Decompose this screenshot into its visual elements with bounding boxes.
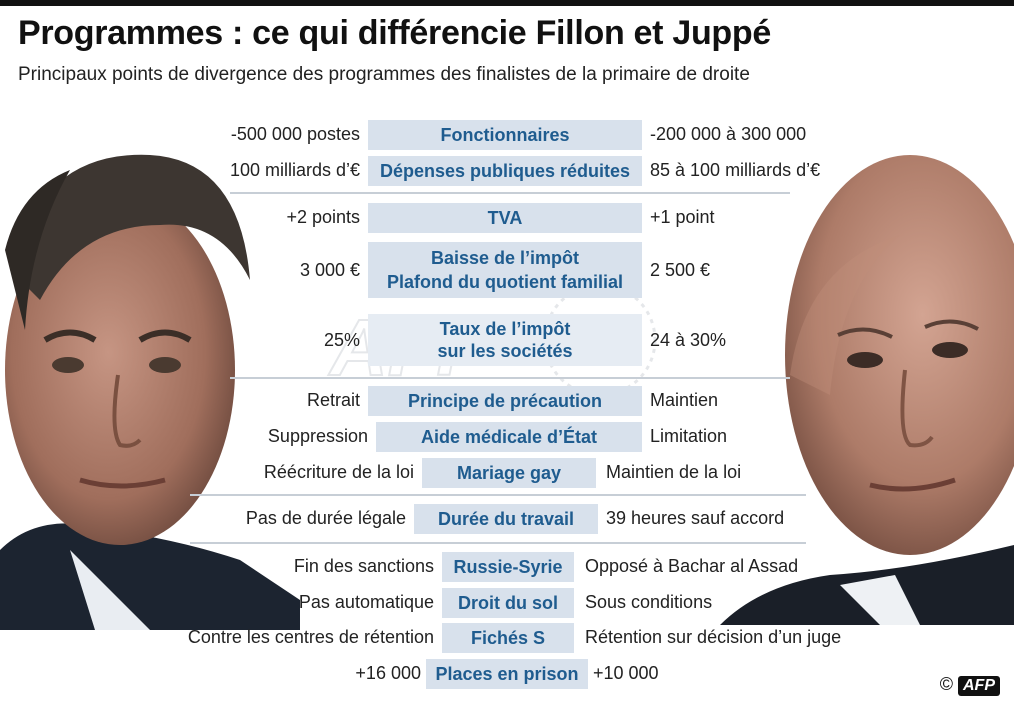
topic-label: Fichés S — [442, 623, 574, 653]
table-row: 3 000 € Baisse de l’impôt Plafond du quot… — [0, 242, 1014, 298]
topic-label: Mariage gay — [422, 458, 596, 488]
topic-label: Baisse de l’impôt Plafond du quotient fam… — [368, 242, 642, 298]
topic-label-line-1: Taux de l’impôt — [439, 319, 571, 339]
page-title: Programmes : ce qui différencie Fillon e… — [18, 14, 771, 52]
topic-label-line-2: Plafond du quotient familial — [387, 272, 623, 292]
fillon-value: 25% — [323, 330, 360, 350]
juppe-value: Maintien — [650, 390, 719, 410]
table-row: Réécriture de la loi Mariage gay Maintie… — [0, 458, 1014, 488]
table-row: Pas automatique Droit du sol Sous condit… — [0, 588, 1014, 618]
fillon-value: Fin des sanctions — [293, 556, 434, 576]
afp-logo: AFP — [958, 676, 1000, 696]
table-row: Fin des sanctions Russie-Syrie Opposé à … — [0, 552, 1014, 582]
table-row: 25% Taux de l’impôt sur les sociétés 24 à… — [0, 314, 1014, 370]
top-bar — [0, 0, 1014, 6]
topic-label: Dépenses publiques réduites — [368, 156, 642, 186]
juppe-value: +1 point — [650, 207, 715, 227]
table-row: Retrait Principe de précaution Maintien — [0, 386, 1014, 416]
portrait-fillon — [0, 130, 300, 630]
separator — [190, 542, 806, 544]
fillon-value: Suppression — [267, 426, 368, 446]
topic-label: Droit du sol — [442, 588, 574, 618]
juppe-value: Sous conditions — [585, 592, 713, 612]
topic-label: Taux de l’impôt sur les sociétés — [368, 314, 642, 366]
juppe-value: 39 heures sauf accord — [606, 508, 785, 528]
topic-label: Durée du travail — [414, 504, 598, 534]
topic-label-line-1: Baisse de l’impôt — [430, 248, 580, 268]
topic-label: Places en prison — [426, 659, 588, 689]
topic-label: Russie-Syrie — [442, 552, 574, 582]
fillon-value: +2 points — [286, 207, 360, 227]
separator — [230, 192, 790, 194]
topic-label: Aide médicale d’État — [376, 422, 642, 452]
juppe-value: Opposé à Bachar al Assad — [585, 556, 799, 576]
fillon-value: -500 000 postes — [230, 124, 360, 144]
juppe-value: Rétention sur décision d’un juge — [585, 627, 842, 647]
fillon-value: +16 000 — [355, 663, 421, 683]
fillon-value: Contre les centres de rétention — [187, 627, 434, 647]
juppe-value: +10 000 — [593, 663, 659, 683]
juppe-value: 2 500 € — [650, 260, 711, 280]
juppe-value: -200 000 à 300 000 — [650, 124, 807, 144]
table-row: Contre les centres de rétention Fichés S… — [0, 623, 1014, 653]
topic-label: Principe de précaution — [368, 386, 642, 416]
fillon-value: Réécriture de la loi — [263, 462, 414, 482]
fillon-value: Pas automatique — [298, 592, 434, 612]
juppe-value: Limitation — [650, 426, 728, 446]
topic-label-line-2: sur les sociétés — [437, 341, 573, 361]
table-row: -500 000 postes Fonctionnaires -200 000 … — [0, 120, 1014, 150]
page-subtitle: Principaux points de divergence des prog… — [18, 64, 750, 85]
table-row: 100 milliards d’€ Dépenses publiques réd… — [0, 156, 1014, 186]
fillon-value: 3 000 € — [299, 260, 360, 280]
table-row: Suppression Aide médicale d’État Limitat… — [0, 422, 1014, 452]
afp-credit: © AFP — [940, 674, 1000, 696]
table-row: +2 points TVA +1 point — [0, 203, 1014, 233]
topic-label: TVA — [368, 203, 642, 233]
separator — [190, 494, 806, 496]
fillon-value: Pas de durée légale — [245, 508, 406, 528]
copyright-symbol: © — [939, 674, 953, 694]
separator — [230, 377, 790, 379]
topic-label: Fonctionnaires — [368, 120, 642, 150]
fillon-value: 100 milliards d’€ — [229, 160, 360, 180]
fillon-value: Retrait — [306, 390, 360, 410]
table-row: Pas de durée légale Durée du travail 39 … — [0, 504, 1014, 534]
table-row: +16 000 Places en prison +10 000 — [0, 659, 1014, 689]
juppe-value: 85 à 100 milliards d’€ — [650, 160, 821, 180]
portrait-juppe — [720, 145, 1014, 625]
juppe-value: Maintien de la loi — [606, 462, 742, 482]
juppe-value: 24 à 30% — [650, 330, 727, 350]
